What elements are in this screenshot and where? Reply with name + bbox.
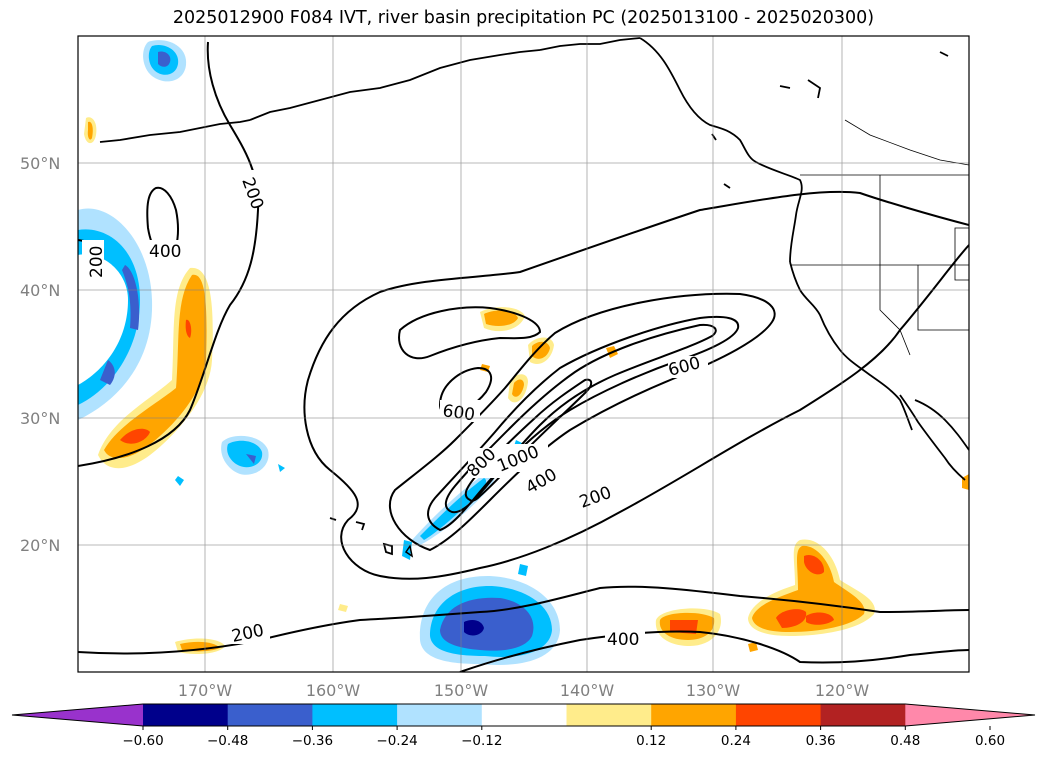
colorbar-segment [312,704,398,726]
lon-label: 170°W [178,681,233,700]
contour-label: 600 [441,401,476,425]
map-frame [77,35,970,673]
colorbar-extend-min [12,704,143,726]
lat-label: 40°N [20,281,60,300]
colorbar-tick-label: −0.48 [207,733,248,749]
colorbar-segment [227,704,313,726]
lon-label: 160°W [306,681,361,700]
contour-label: 400 [607,630,639,650]
colorbar-segment [566,704,652,726]
ivt-400-main [389,292,776,552]
colorbar-tick-label: −0.60 [122,733,163,749]
lon-label: 140°W [560,681,615,700]
colorbar-extend-max [905,704,1035,726]
colorbar-tick-label: 0.36 [806,733,836,749]
lon-label: 130°W [686,681,741,700]
ivt-200-west [78,41,260,467]
colorbar-tick-label: −0.12 [461,733,502,749]
contour-label: 400 [149,242,181,262]
ivt-400-south [459,630,969,672]
longitude-labels: 170°W 160°W 150°W 140°W 130°W 120°W [178,681,870,700]
lat-label: 20°N [20,536,60,555]
colorbar-segment [397,704,483,726]
ivt-contour-labels: 200 200 400 600 600 800 1000 400 200 200… [82,170,708,650]
lat-label: 50°N [20,154,60,173]
colorbar-tick-label: 0.12 [636,733,666,749]
colorbar-tick-label: 0.60 [975,733,1005,749]
colorbar-tick-label: 0.24 [721,733,751,749]
colorbar-segment [820,704,906,726]
colorbar-segment [143,704,229,726]
colorbar-segment [481,704,567,726]
colorbar: −0.60 −0.48 −0.36 −0.24 −0.12 0.12 0.24 0.36 0.4… [11,703,1036,749]
gridlines [78,36,969,672]
contour-label: 200 [87,246,107,278]
political-borders [790,119,969,356]
ivt-200-main [303,190,969,580]
map-title: 2025012900 F084 IVT, river basin precipi… [172,8,875,28]
colorbar-segment [651,704,737,726]
lat-label: 30°N [20,409,60,428]
lon-label: 120°W [815,681,870,700]
colorbar-segment [735,704,822,726]
colorbar-tick-label: −0.24 [376,733,417,749]
lon-label: 150°W [434,681,489,700]
colorbar-tick-label: 0.48 [890,733,920,749]
colorbar-tick-label: −0.36 [292,733,333,749]
latitude-labels: 50°N 40°N 30°N 20°N [20,154,60,555]
